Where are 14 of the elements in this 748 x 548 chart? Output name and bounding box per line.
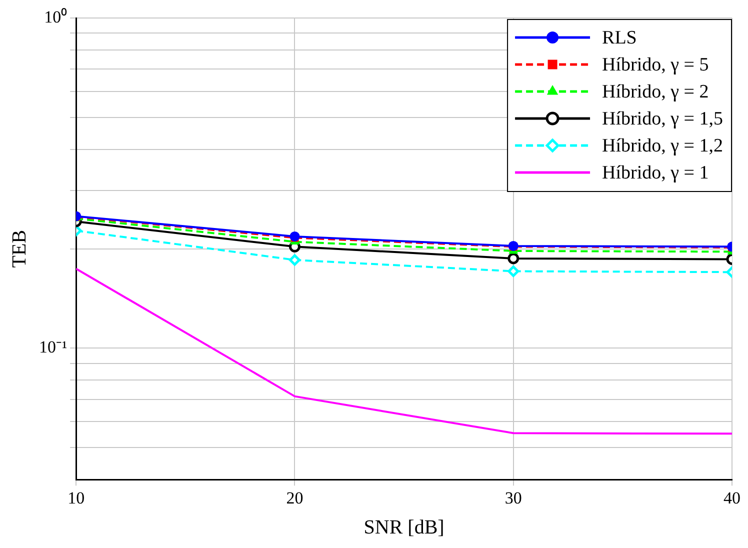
x-axis-title: SNR [dB] — [364, 516, 444, 538]
x-tick-label: 10 — [68, 488, 85, 508]
legend-label: Híbrido, γ = 1 — [602, 162, 709, 184]
y-tick-label: 10⁻¹ — [38, 338, 68, 357]
legend-label: Híbrido, γ = 1,5 — [602, 108, 723, 130]
legend-label: Híbrido, γ = 5 — [602, 54, 709, 76]
x-tick-label: 40 — [724, 488, 740, 508]
x-tick-label: 30 — [504, 488, 522, 508]
x-tick-label: 20 — [286, 488, 304, 508]
legend-label: RLS — [602, 27, 637, 48]
y-tick-label: 10⁰ — [44, 7, 68, 26]
y-axis-title: TEB — [8, 230, 30, 268]
legend-label: Híbrido, γ = 1,2 — [602, 135, 723, 156]
legend-label: Híbrido, γ = 2 — [602, 81, 709, 102]
